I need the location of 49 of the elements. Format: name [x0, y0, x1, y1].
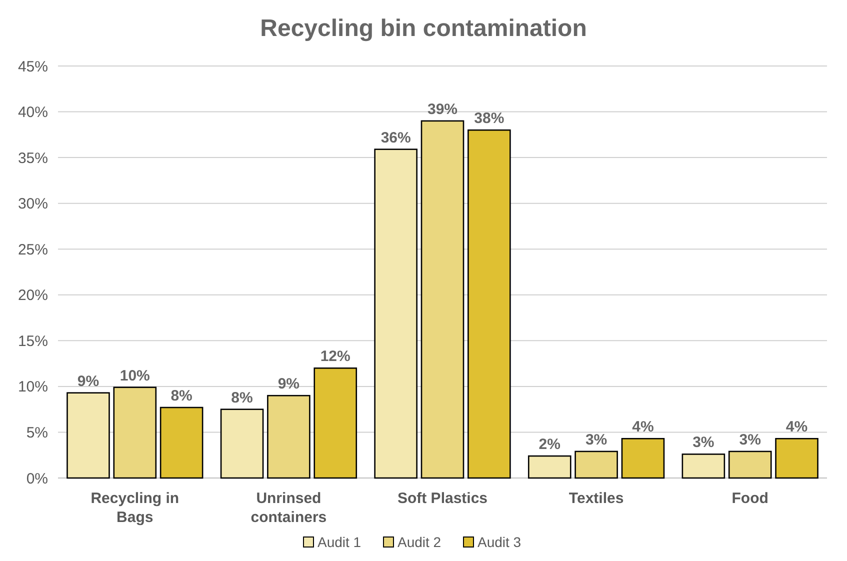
bar [621, 438, 665, 479]
data-label: 4% [786, 418, 808, 436]
data-label: 39% [427, 100, 458, 118]
data-label: 10% [120, 367, 150, 384]
data-label: 3% [739, 431, 761, 448]
bar [682, 454, 726, 479]
data-label: 38% [474, 110, 504, 128]
data-label: 12% [320, 348, 350, 366]
y-tick-label: 15% [18, 332, 48, 350]
bar [374, 148, 418, 479]
y-tick-label: 0% [26, 470, 48, 488]
bar [574, 450, 618, 479]
y-tick-label: 5% [26, 424, 48, 442]
y-tick-label: 10% [18, 378, 48, 396]
data-label: 8% [231, 389, 253, 406]
bar [775, 438, 818, 479]
y-tick-label: 25% [18, 241, 48, 258]
legend-label: Audit 1 [318, 534, 362, 550]
data-label: 36% [380, 129, 411, 146]
data-label: 9% [77, 372, 100, 390]
bar [160, 406, 204, 479]
bar [113, 386, 157, 479]
data-label: 9% [278, 376, 300, 393]
data-label: 4% [632, 418, 654, 436]
y-tick-label: 45% [18, 58, 48, 76]
bar [728, 450, 772, 479]
x-tick-label: Food [732, 490, 768, 507]
legend-label: Audit 3 [478, 534, 522, 550]
x-tick-label: Unrinsed containers [250, 490, 327, 526]
bar [220, 408, 264, 479]
bar [267, 394, 310, 479]
data-label: 8% [170, 388, 192, 404]
legend-label: Audit 2 [398, 534, 442, 550]
bar [66, 392, 110, 479]
x-tick-label: Soft Plastics [397, 490, 488, 507]
bar [468, 129, 511, 479]
x-tick-label: Recycling in Bags [90, 490, 180, 526]
data-label: 3% [692, 434, 714, 452]
y-tick-label: 40% [18, 104, 48, 122]
chart-title: Recycling bin contamination [260, 15, 587, 42]
y-tick-label: 30% [18, 196, 48, 213]
bar [528, 455, 572, 479]
y-tick-label: 35% [18, 150, 48, 167]
y-tick-label: 20% [18, 287, 48, 304]
data-label: 2% [538, 436, 560, 454]
x-tick-label: Textiles [568, 490, 624, 507]
bar [314, 367, 358, 479]
bar [420, 120, 464, 479]
data-label: 3% [585, 431, 608, 448]
